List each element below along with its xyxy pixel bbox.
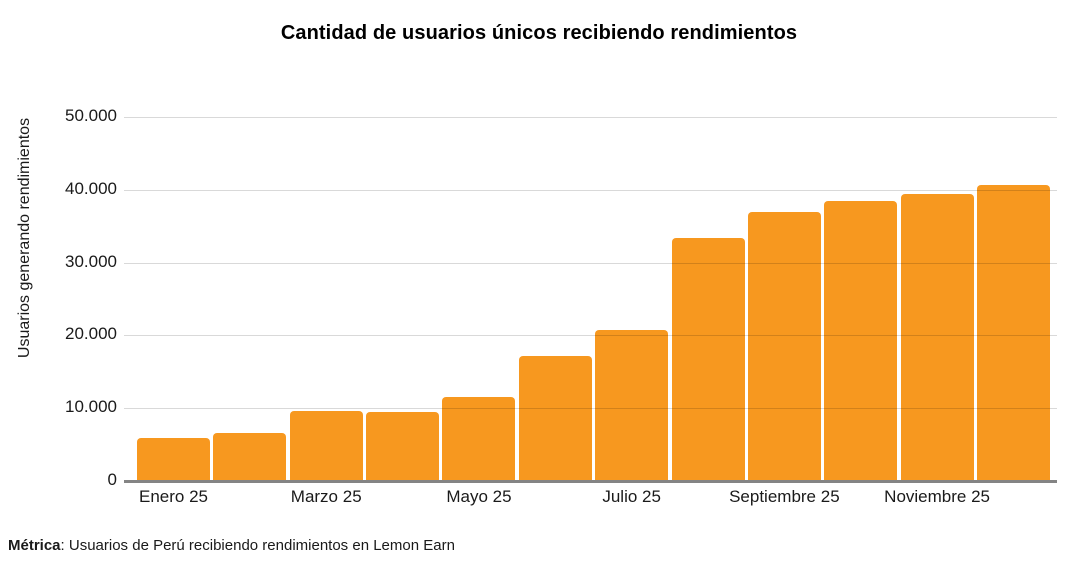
bar [595, 330, 669, 481]
bar [747, 211, 821, 481]
y-tick-label: 40.000 [65, 178, 117, 198]
x-tick-label: Enero 25 [139, 487, 208, 506]
x-tick-label: Noviembre 25 [884, 487, 990, 506]
y-gridline [124, 408, 1057, 410]
bar [289, 411, 363, 481]
x-tick-label: Marzo 25 [290, 487, 362, 506]
chart-title: Cantidad de usuarios únicos recibiendo r… [280, 22, 798, 44]
bar [366, 411, 440, 481]
bar [976, 184, 1050, 481]
y-axis-title: Usuarios generando rendimientos [16, 117, 33, 359]
y-gridline [124, 117, 1057, 118]
x-tick-label: Julio 25 [602, 487, 661, 506]
bar [137, 438, 210, 481]
footer-metric-text: : Usuarios de Perú recibiendo rendimient… [60, 537, 455, 554]
bar [671, 237, 745, 481]
y-gridline [124, 189, 1057, 191]
bar [213, 432, 287, 481]
y-tick-label: 50.000 [65, 106, 117, 125]
bar [442, 397, 516, 481]
footer-metric-label: Métrica [8, 537, 61, 554]
y-tick-label: 10.000 [65, 397, 117, 417]
bar [900, 194, 974, 481]
y-tick-label: 0 [107, 470, 117, 489]
y-tick-label: 20.000 [65, 324, 117, 344]
bar [518, 355, 592, 481]
bar [824, 200, 898, 481]
footer-note: Métrica: Usuarios de Perú recibiendo ren… [8, 537, 455, 554]
y-gridline [124, 262, 1057, 264]
x-tick-label: Mayo 25 [446, 487, 512, 506]
x-tick-label: Septiembre 25 [729, 487, 840, 506]
y-tick-label: 30.000 [65, 251, 117, 271]
x-axis-line [124, 480, 1057, 483]
y-gridline [124, 335, 1057, 337]
